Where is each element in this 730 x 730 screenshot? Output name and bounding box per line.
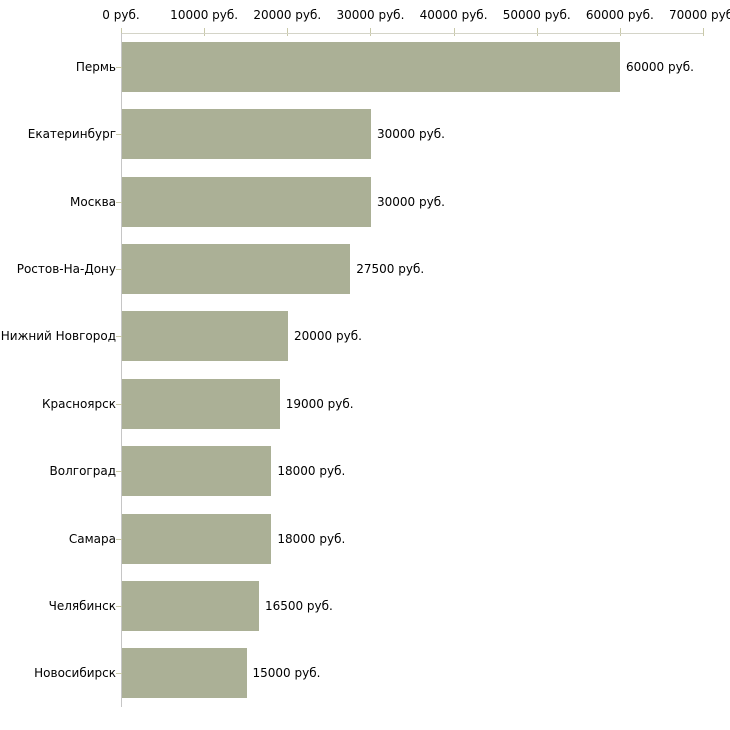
- bar: [122, 648, 247, 699]
- category-label: Красноярск: [42, 396, 116, 411]
- x-axis-tick: [287, 28, 289, 36]
- category-label: Челябинск: [48, 598, 116, 613]
- x-axis-tick-label: 60000 руб.: [585, 8, 654, 22]
- x-axis-tick-label: 20000 руб.: [253, 8, 322, 22]
- bar: [122, 580, 259, 631]
- category-label: Ростов-На-Дону: [16, 261, 116, 276]
- bar-value-label: 30000 руб.: [377, 127, 445, 142]
- x-axis-tick: [204, 28, 206, 36]
- bar: [122, 311, 288, 362]
- x-axis-tick: [536, 28, 538, 36]
- x-axis-tick: [703, 28, 704, 36]
- bar: [122, 243, 351, 294]
- x-axis-tick-label: 50000 руб.: [502, 8, 571, 22]
- x-axis-tick-label: 40000 руб.: [419, 8, 488, 22]
- bar: [122, 176, 371, 227]
- x-axis-tick-label: 10000 руб.: [170, 8, 239, 22]
- bar-row: 15000 руб.: [116, 640, 703, 707]
- bar: [122, 446, 272, 497]
- bar-row: 30000 руб.: [116, 168, 703, 235]
- bar-row: 19000 руб.: [116, 370, 703, 437]
- y-axis-line: [121, 33, 122, 707]
- bar-value-label: 15000 руб.: [252, 666, 321, 681]
- bar: [122, 109, 371, 160]
- plot-area: 60000 руб. 30000 руб. 30000 руб. 27500 р…: [116, 33, 703, 707]
- bar: [122, 378, 280, 429]
- category-axis-labels: Пермь Екатеринбург Москва Ростов-На-Дону…: [0, 33, 116, 707]
- category-label: Москва: [70, 194, 116, 209]
- x-axis-tick-labels: 0 руб. 10000 руб. 20000 руб. 30000 руб. …: [102, 8, 730, 24]
- category-label: Волгоград: [49, 464, 116, 479]
- x-axis-tick-label: 0 руб.: [102, 8, 140, 22]
- x-axis-line: [121, 33, 703, 34]
- x-axis-tick-label: 70000 руб.: [669, 8, 730, 22]
- bar-value-label: 18000 руб.: [277, 531, 346, 546]
- bar-row: 18000 руб.: [116, 505, 703, 572]
- category-label: Нижний Новгород: [0, 329, 116, 344]
- category-label: Новосибирск: [34, 666, 116, 681]
- x-axis-ticks: [121, 28, 704, 36]
- bar-value-label: 16500 руб.: [264, 598, 333, 613]
- x-axis-tick: [453, 28, 455, 36]
- bar-value-label: 30000 руб.: [377, 194, 445, 209]
- bar-value-label: 18000 руб.: [277, 464, 346, 479]
- bar: [122, 513, 272, 564]
- bar-row: 27500 руб.: [116, 235, 703, 302]
- category-label: Пермь: [75, 59, 116, 74]
- bar-value-label: 19000 руб.: [285, 396, 354, 411]
- bar-row: 18000 руб.: [116, 437, 703, 504]
- x-axis-tick: [370, 28, 372, 36]
- category-label: Самара: [68, 531, 116, 546]
- bar-row: 16500 руб.: [116, 572, 703, 639]
- bar: [122, 41, 620, 92]
- bar-value-label: 27500 руб.: [356, 261, 425, 276]
- x-axis-tick-label: 30000 руб.: [336, 8, 405, 22]
- bar-row: 20000 руб.: [116, 303, 703, 370]
- bar-row: 30000 руб.: [116, 100, 703, 167]
- bar-value-label: 20000 руб.: [294, 329, 362, 344]
- category-label: Екатеринбург: [27, 127, 116, 142]
- bar-row: 60000 руб.: [116, 33, 703, 100]
- bar-value-label: 60000 руб.: [626, 59, 694, 74]
- x-axis-tick: [619, 28, 621, 36]
- x-axis-tick: [121, 28, 122, 36]
